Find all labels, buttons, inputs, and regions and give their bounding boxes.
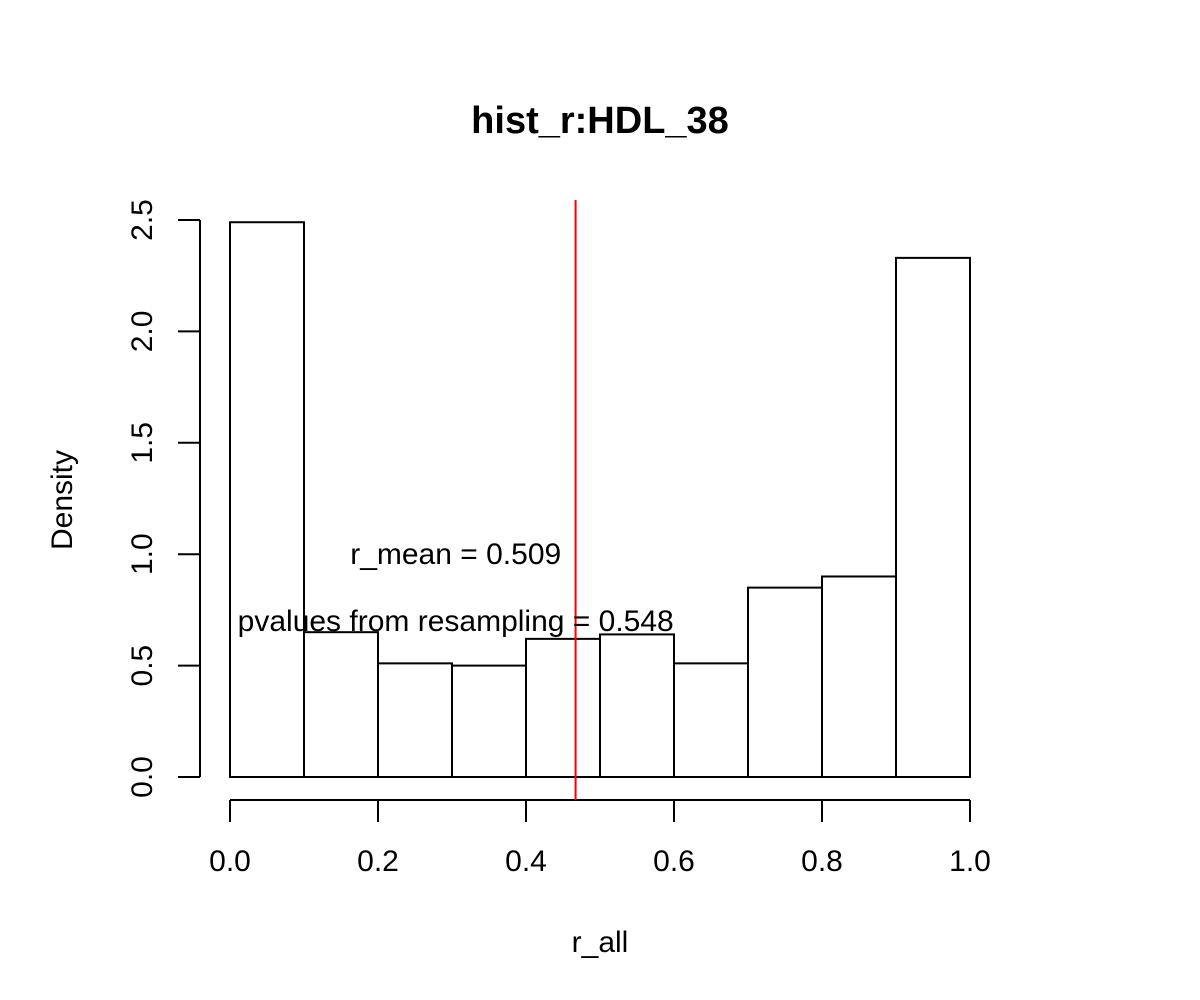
x-axis: 0.0 0.2 0.4 0.6 0.8 1.0 xyxy=(209,799,991,878)
x-tick-label: 0.4 xyxy=(505,845,547,878)
y-tick-label: 1.5 xyxy=(126,422,159,464)
histogram-bar-10 xyxy=(895,256,971,779)
y-axis: 0.0 0.5 1.0 1.5 2.0 2.5 xyxy=(126,199,201,798)
y-tick-label: 1.0 xyxy=(126,533,159,575)
chart-title: hist_r:HDL_38 xyxy=(471,100,729,142)
histogram-bar-4 xyxy=(451,664,527,778)
x-axis-label: r_all xyxy=(572,926,629,959)
histogram-bar-3 xyxy=(377,662,453,779)
y-tick-label: 2.0 xyxy=(126,311,159,353)
y-axis-label: Density xyxy=(46,450,79,550)
y-tick-label: 0.5 xyxy=(126,645,159,687)
y-tick-label: 0.0 xyxy=(126,756,159,798)
x-tick-label: 1.0 xyxy=(949,845,991,878)
annotations: r_mean = 0.509 pvalues from resampling = … xyxy=(238,538,674,638)
annotation-text: pvalues from resampling = 0.548 xyxy=(238,605,674,638)
histogram-bar-5 xyxy=(525,637,601,779)
x-tick-label: 0.0 xyxy=(209,845,251,878)
x-tick-label: 0.8 xyxy=(801,845,843,878)
y-tick-label: 2.5 xyxy=(126,199,159,241)
histogram-bar-7 xyxy=(673,662,749,779)
histogram-bar-9 xyxy=(821,575,897,778)
histogram-bars xyxy=(229,221,971,779)
annotation-text: r_mean = 0.509 xyxy=(350,538,561,571)
histogram-bar-1 xyxy=(229,221,305,778)
x-tick-label: 0.2 xyxy=(357,845,399,878)
histogram-bar-6 xyxy=(599,633,675,779)
x-tick-label: 0.6 xyxy=(653,845,695,878)
histogram-bar-8 xyxy=(747,586,823,778)
histogram-bar-2 xyxy=(303,631,379,778)
